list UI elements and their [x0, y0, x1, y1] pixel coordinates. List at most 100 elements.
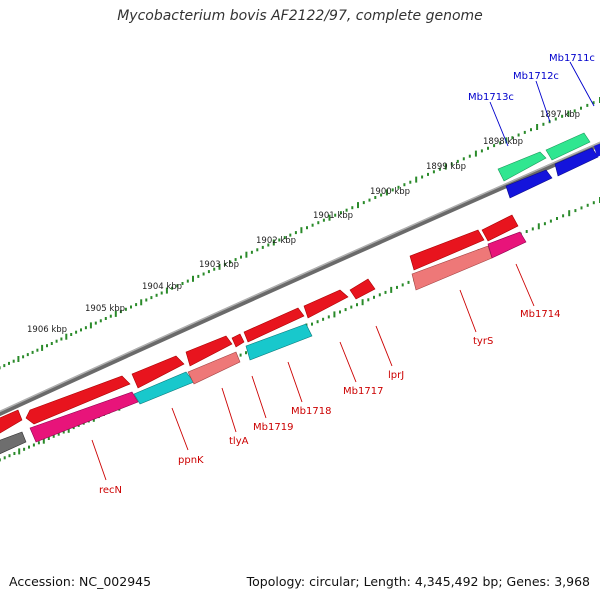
outer-ruler-tick [229, 260, 232, 264]
inner-ruler-tick [13, 452, 16, 455]
gene-red-1[interactable] [0, 409, 23, 436]
outer-ruler-tick [65, 333, 68, 340]
inner-ruler-tick [568, 210, 571, 217]
gene-mb1713c-green[interactable] [497, 151, 547, 182]
outer-ruler-tick [554, 117, 557, 121]
outer-ruler-tick [487, 146, 489, 150]
gene-mb1714-red[interactable] [481, 214, 519, 242]
inner-ruler-tick [52, 434, 55, 438]
outer-ruler-tick [130, 305, 132, 309]
inner-ruler-tick [316, 320, 319, 324]
outer-ruler-tick [0, 366, 1, 370]
outer-ruler-tick [114, 310, 117, 317]
outer-ruler-tick [542, 122, 545, 126]
inner-ruler-tick [580, 206, 583, 210]
tick-label-1904: 1904 kbp [142, 282, 182, 292]
inner-ruler-tick [327, 315, 330, 319]
outer-ruler-tick [119, 310, 122, 314]
gene-mb1713c-blue[interactable] [505, 169, 553, 199]
gene-mb1717-red[interactable] [303, 289, 349, 319]
tick-label-1906: 1906 kbp [27, 325, 67, 335]
inner-ruler-tick [356, 303, 358, 307]
outer-ruler-tick [109, 314, 112, 318]
outer-ruler-tick [505, 137, 508, 144]
tick-label-1902: 1902 kbp [256, 236, 296, 246]
outer-ruler-tick [511, 136, 514, 140]
outer-ruler-tick [207, 270, 210, 274]
inner-ruler-tick [525, 230, 528, 233]
inner-ruler-tick [62, 430, 65, 434]
inner-ruler-tick [67, 426, 70, 433]
gene-ppnK-red[interactable] [131, 355, 185, 389]
outer-ruler-tick [94, 321, 97, 325]
outer-ruler-tick [306, 226, 308, 230]
outer-ruler-tick [311, 223, 314, 227]
gene-mb1718-red[interactable] [243, 307, 305, 343]
outer-ruler-tick [374, 196, 377, 199]
outer-ruler-tick [283, 236, 286, 240]
gene-label-mb1713c: Mb1713c [468, 92, 514, 103]
inner-ruler-tick [239, 353, 242, 357]
outer-ruler-tick [124, 307, 127, 311]
outer-ruler-tick [104, 317, 107, 320]
gene-mb1718-cyan[interactable] [245, 323, 313, 361]
gene-mb1719-red[interactable] [231, 333, 245, 348]
gene-tlyA-salmon[interactable] [187, 351, 241, 385]
gene-mb1712c-green[interactable] [545, 132, 591, 161]
inner-ruler-tick [37, 441, 40, 445]
inner-ruler-tick [32, 443, 35, 447]
inner-ruler-tick [72, 426, 75, 430]
gene-mb1712c-blue[interactable] [554, 147, 599, 177]
genome-backbone [0, 141, 600, 417]
outer-ruler-tick [385, 189, 388, 196]
outer-ruler-tick [351, 206, 354, 210]
outer-ruler-tick [22, 355, 25, 359]
outer-ruler-tick [468, 154, 471, 158]
gene-label-lprJ: lprJ [388, 370, 404, 381]
outer-ruler-tick [403, 183, 406, 187]
footer-accession: Accession: NC_002945 [9, 574, 152, 589]
outer-ruler-tick [580, 106, 582, 110]
outer-ruler-tick [36, 348, 39, 352]
outer-ruler-tick [213, 267, 216, 271]
outer-ruler-tick [536, 124, 539, 130]
outer-ruler-tick [41, 344, 44, 351]
gene-lprJ-red[interactable] [349, 278, 376, 300]
gene-mb1714-pink[interactable] [487, 231, 527, 259]
page-title: Mycobacterium bovis AF2122/97, complete … [117, 8, 483, 24]
outer-ruler-tick [256, 248, 259, 252]
gene-recN-red[interactable] [25, 375, 131, 425]
outer-ruler-tick [140, 299, 143, 306]
gene-recN-pink[interactable] [29, 391, 139, 443]
outer-ruler-tick [3, 364, 6, 368]
outer-ruler-tick [55, 339, 58, 343]
inner-ruler-tick [322, 317, 325, 321]
inner-ruler-tick [339, 310, 341, 314]
inner-ruler-tick [311, 322, 313, 326]
outer-ruler-tick [160, 291, 163, 295]
gene-tyrS-red[interactable] [409, 229, 485, 271]
outer-ruler-tick [444, 163, 447, 170]
tick-label-1897: 1897 kbp [540, 110, 580, 120]
gene-label-mb1712c: Mb1712c [513, 71, 559, 82]
gene-tlyA-red[interactable] [185, 335, 233, 367]
inner-ruler-tick [350, 305, 353, 309]
outer-ruler [0, 97, 600, 370]
inner-ruler-tick [390, 286, 393, 293]
outer-ruler-tick [50, 342, 53, 345]
inner-ruler-tick [549, 219, 552, 223]
outer-ruler-tick [289, 233, 292, 237]
tick-label-1899: 1899 kbp [426, 162, 466, 172]
inner-ruler-tick [396, 285, 398, 289]
outer-ruler-tick [165, 287, 168, 294]
gene-grey[interactable] [0, 431, 27, 456]
outer-ruler-tick [294, 231, 297, 235]
outer-ruler-tick [380, 193, 383, 197]
outer-ruler-tick [391, 188, 394, 192]
outer-ruler-tick [171, 286, 174, 290]
outer-ruler-tick [480, 149, 483, 153]
outer-ruler-tick [176, 284, 179, 288]
gene-mb1711c-blue[interactable] [594, 143, 600, 157]
inner-ruler-tick [344, 308, 347, 312]
